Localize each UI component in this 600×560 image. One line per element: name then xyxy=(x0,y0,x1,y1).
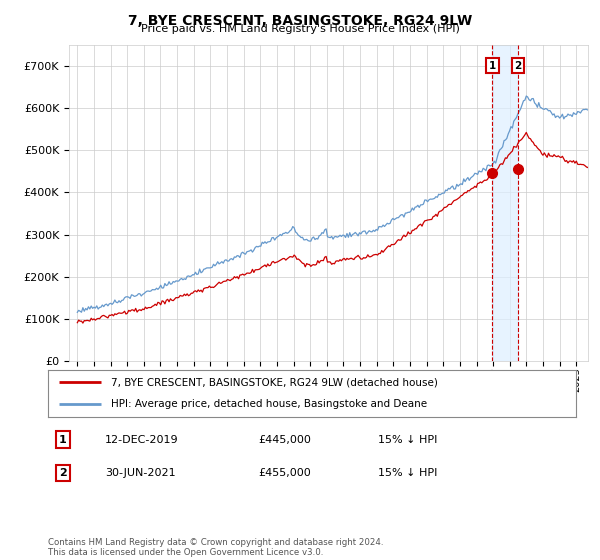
Text: 2: 2 xyxy=(59,468,67,478)
Bar xyxy=(493,45,518,361)
Text: 30-JUN-2021: 30-JUN-2021 xyxy=(105,468,176,478)
Text: 7, BYE CRESCENT, BASINGSTOKE, RG24 9LW (detached house): 7, BYE CRESCENT, BASINGSTOKE, RG24 9LW (… xyxy=(112,377,438,388)
Text: £445,000: £445,000 xyxy=(258,435,311,445)
Text: 15% ↓ HPI: 15% ↓ HPI xyxy=(378,435,437,445)
Text: 7, BYE CRESCENT, BASINGSTOKE, RG24 9LW: 7, BYE CRESCENT, BASINGSTOKE, RG24 9LW xyxy=(128,14,472,28)
Text: 1: 1 xyxy=(59,435,67,445)
Text: 15% ↓ HPI: 15% ↓ HPI xyxy=(378,468,437,478)
Text: Price paid vs. HM Land Registry's House Price Index (HPI): Price paid vs. HM Land Registry's House … xyxy=(140,24,460,34)
Text: Contains HM Land Registry data © Crown copyright and database right 2024.
This d: Contains HM Land Registry data © Crown c… xyxy=(48,538,383,557)
Text: 1: 1 xyxy=(489,61,496,71)
Text: £455,000: £455,000 xyxy=(258,468,311,478)
Text: 12-DEC-2019: 12-DEC-2019 xyxy=(105,435,179,445)
Text: HPI: Average price, detached house, Basingstoke and Deane: HPI: Average price, detached house, Basi… xyxy=(112,399,427,409)
Text: 2: 2 xyxy=(515,61,522,71)
